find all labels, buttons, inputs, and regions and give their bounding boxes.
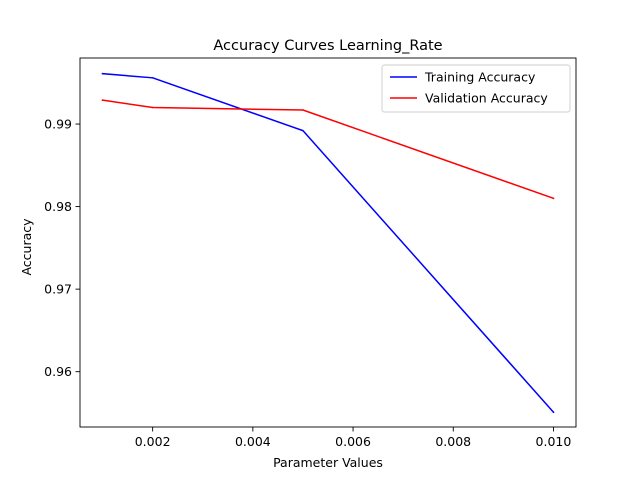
x-tick-label-0: 0.002 — [135, 434, 171, 449]
x-axis-label: Parameter Values — [273, 455, 383, 470]
y-tick-label-0: 0.96 — [44, 364, 72, 379]
x-tick-label-1: 0.004 — [235, 434, 271, 449]
series-1-point-0 — [101, 99, 104, 101]
plot-background — [80, 58, 576, 427]
chart-title: Accuracy Curves Learning_Rate — [213, 38, 442, 54]
series-1-point-3 — [552, 197, 555, 200]
y-tick-label-1: 0.97 — [44, 282, 72, 297]
series-1-point-2 — [302, 109, 304, 111]
axes-layer: 0.002 0.004 0.006 0.008 0.010 0.96 0.97 0.98 0.9… — [44, 57, 577, 449]
x-tick-label-3: 0.008 — [435, 434, 471, 449]
legend-label-1: Validation Accuracy — [425, 91, 548, 106]
series-line-1 — [101, 99, 555, 200]
x-tick-label-2: 0.006 — [335, 434, 371, 449]
series-0-point-3 — [552, 411, 555, 413]
legend-label-0: Training Accuracy — [424, 70, 536, 85]
series-1-point-1 — [151, 106, 154, 109]
y-tick-label-2: 0.98 — [44, 199, 72, 214]
legend-box — [381, 64, 571, 113]
series-line-0 — [101, 72, 555, 414]
legend: Training Accuracy Validation Accuracy — [381, 64, 571, 113]
plot-area — [80, 58, 576, 427]
series-layer — [101, 72, 555, 414]
y-tick-label-3: 0.99 — [44, 117, 72, 132]
y-axis-label: Accuracy — [19, 218, 34, 276]
series-0-point-1 — [151, 77, 154, 79]
x-tick-label-4: 0.010 — [536, 434, 572, 449]
axes-frame — [79, 57, 577, 428]
series-0-point-2 — [302, 129, 304, 132]
series-0-point-0 — [101, 72, 104, 75]
